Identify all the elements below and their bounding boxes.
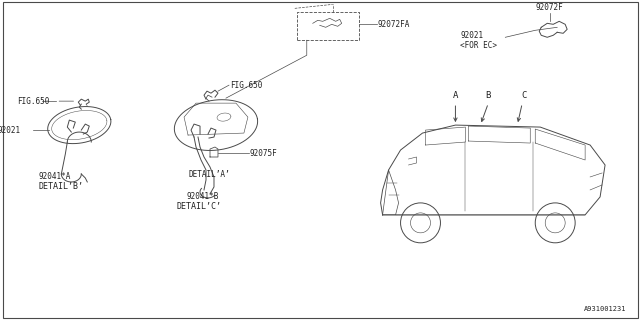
Text: A: A (452, 91, 458, 100)
Text: A931001231: A931001231 (584, 306, 626, 312)
Text: DETAIL’B’: DETAIL’B’ (38, 182, 83, 191)
Text: C: C (522, 91, 527, 100)
Text: 92021: 92021 (0, 125, 20, 135)
Text: DETAIL’A’: DETAIL’A’ (188, 171, 230, 180)
Text: 92041*B: 92041*B (186, 192, 218, 201)
Text: B: B (486, 91, 491, 100)
Text: 92075F: 92075F (250, 148, 278, 157)
Text: 92041*A: 92041*A (38, 172, 71, 181)
Text: 92072F: 92072F (535, 3, 563, 12)
Text: DETAIL’C’: DETAIL’C’ (176, 202, 221, 212)
Text: 92021
<FOR EC>: 92021 <FOR EC> (460, 31, 497, 50)
Text: 92072FA: 92072FA (378, 20, 410, 29)
Text: FIG.650: FIG.650 (230, 81, 262, 90)
Text: FIG.650: FIG.650 (17, 97, 50, 106)
